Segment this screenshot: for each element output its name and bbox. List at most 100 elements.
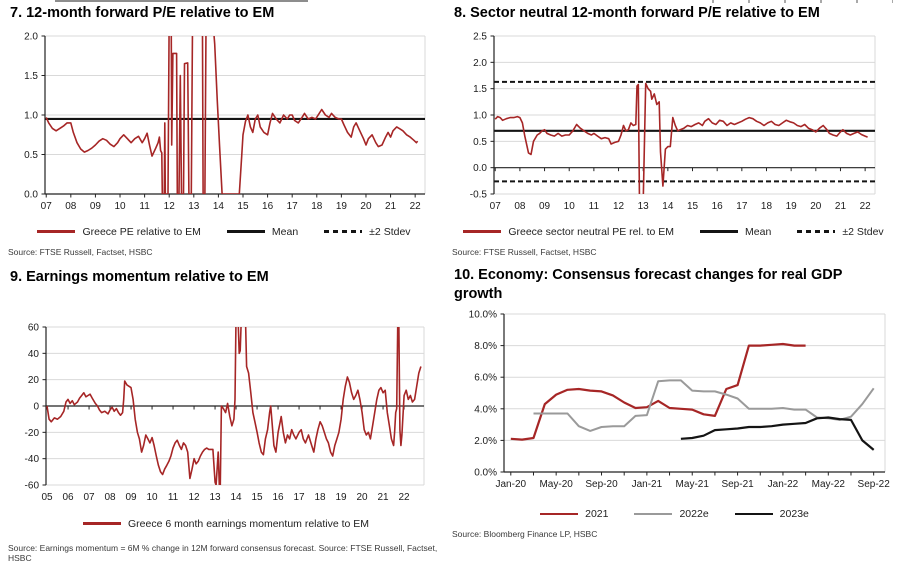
x-tick-label: May-20 — [539, 479, 573, 490]
x-tick-label: 22 — [860, 201, 872, 212]
y-tick-label: 1.0 — [473, 110, 487, 121]
x-tick-label: 22 — [410, 201, 422, 212]
x-tick-label: 21 — [385, 201, 397, 212]
series-line-greece-6-month-earnings-momentum-relative-to-em — [46, 326, 422, 485]
x-tick-label: 09 — [90, 201, 102, 212]
x-tick-label: 15 — [237, 201, 249, 212]
legend-label: Mean — [271, 225, 299, 238]
x-tick-label: 08 — [104, 492, 116, 503]
source-note: Source: FTSE Russell, Factset, HSBC — [452, 246, 597, 257]
earnings-momentum-chart-canvas: -60 -40 -20 0 20 40 60 05 06 07 08 09 10 11 12 13 14 15 16… — [25, 322, 425, 503]
x-tick-label: 17 — [736, 201, 748, 212]
x-tick-label: 18 — [314, 492, 326, 503]
y-tick-label: 2.5 — [473, 31, 487, 42]
x-tick-label: 08 — [514, 201, 526, 212]
legend-line-swatch — [540, 512, 579, 516]
x-tick-label: 11 — [168, 492, 179, 503]
y-tick-label: 2.0 — [473, 57, 487, 68]
legend-item: ±2 Stdev — [324, 225, 411, 238]
x-tick-label: 20 — [810, 201, 822, 212]
x-tick-label: 14 — [662, 201, 674, 212]
y-tick-label: 0.0 — [24, 189, 38, 200]
legend-item: 2023e — [734, 508, 809, 520]
x-tick-label: 20 — [360, 201, 372, 212]
x-tick-label: 09 — [125, 492, 137, 503]
legend-item: 2022e — [634, 508, 709, 520]
legend-item: ±2 Stdev — [797, 226, 884, 238]
chart-title: 9. Earnings momentum relative to EM — [10, 269, 269, 285]
y-tick-label: 2.0% — [474, 436, 497, 447]
chart-panel-sector-neutral-pe: 8. Sector neutral 12-month forward P/E r… — [452, 4, 895, 257]
x-tick-label: 21 — [835, 201, 847, 212]
gdp-forecast-chart-canvas: 0.0% 2.0% 4.0% 6.0% 8.0% 10.0% Jan-20 May-20 Sep… — [469, 310, 891, 491]
legend-line-swatch — [700, 230, 739, 233]
series-line-2021 — [510, 342, 806, 441]
x-tick-label: 07 — [41, 201, 53, 212]
legend-label: 2021 — [585, 508, 609, 521]
y-tick-label: 1.5 — [24, 71, 38, 82]
x-tick-label: 15 — [251, 492, 263, 503]
x-tick-label: 05 — [41, 492, 53, 503]
x-tick-label: 12 — [613, 201, 625, 212]
y-tick-label: -60 — [25, 480, 40, 491]
x-tick-label: 13 — [188, 201, 200, 212]
chart-legend: Greece sector neutral PE rel. to EM Mean ±… — [452, 226, 895, 238]
x-tick-label: May-22 — [812, 479, 846, 490]
legend-label: Greece 6 month earnings momentum relativ… — [127, 517, 370, 530]
x-tick-label: 09 — [539, 201, 551, 212]
cropped-content-artifact-line — [55, 0, 308, 2]
chart-title: 8. Sector neutral 12-month forward P/E r… — [454, 5, 820, 21]
cropped-content-artifact-ticks — [712, 0, 893, 3]
y-tick-label: 60 — [28, 322, 40, 333]
y-tick-label: 6.0% — [474, 373, 497, 384]
legend-item: Greece sector neutral PE rel. to EM — [463, 226, 674, 238]
x-tick-label: 16 — [712, 201, 724, 212]
chart-legend: 2021 2022e 2023e — [452, 508, 897, 520]
series-line-2023e — [680, 416, 875, 451]
x-tick-label: 12 — [188, 492, 200, 503]
legend-item: Greece 6 month earnings momentum relativ… — [82, 517, 370, 530]
source-note: Source: Earnings momentum = 6M % change … — [8, 542, 438, 563]
x-tick-label: 18 — [311, 201, 323, 212]
x-tick-label: 08 — [65, 201, 77, 212]
x-tick-label: 17 — [287, 201, 299, 212]
legend-dashed-line-swatch — [797, 230, 836, 233]
x-tick-label: 22 — [398, 492, 410, 503]
legend-item: Greece PE relative to EM — [37, 225, 201, 238]
legend-line-swatch — [37, 230, 76, 233]
x-tick-label: 13 — [638, 201, 650, 212]
series-line-2022e — [533, 379, 875, 432]
legend-label: Mean — [745, 225, 772, 238]
legend-label: Greece PE relative to EM — [82, 225, 201, 238]
chart-panel-pe-relative: 7. 12-month forward P/E relative to EM 0… — [8, 4, 440, 257]
y-tick-label: -40 — [25, 454, 40, 465]
sector-neutral-pe-chart-canvas: -0.5 0.0 0.5 1.0 1.5 2.0 2.5 07 08 09 10 11 12 13 14 15… — [470, 31, 876, 212]
x-tick-label: 13 — [209, 492, 221, 503]
x-tick-label: 11 — [589, 201, 600, 212]
y-tick-label: -20 — [25, 427, 40, 438]
chart-title: 7. 12-month forward P/E relative to EM — [10, 5, 275, 21]
x-tick-label: May-21 — [676, 479, 710, 490]
legend-label: ±2 Stdev — [369, 225, 411, 238]
x-tick-label: 21 — [377, 492, 389, 503]
x-tick-label: 11 — [139, 201, 150, 212]
chart-panel-gdp-forecast: 10. Economy: Consensus forecast changes … — [452, 266, 897, 539]
x-tick-label: 10 — [564, 201, 576, 212]
y-tick-label: 4.0% — [474, 404, 497, 415]
x-tick-label: Sep-22 — [858, 479, 891, 490]
y-tick-label: 8.0% — [474, 341, 497, 352]
legend-item: Mean — [700, 226, 771, 238]
y-tick-label: 1.0 — [24, 110, 38, 121]
chart-legend: Greece PE relative to EM Mean ±2 Stdev — [8, 226, 440, 238]
legend-item: Mean — [226, 225, 299, 238]
legend-line-swatch — [734, 512, 773, 516]
x-tick-label: 10 — [114, 201, 126, 212]
series-line-greece-sector-neutral-pe-rel-to-em — [494, 82, 868, 194]
y-tick-label: 2.0 — [24, 31, 38, 42]
x-tick-label: 19 — [335, 492, 347, 503]
pe-relative-chart-canvas: 0.0 0.5 1.0 1.5 2.0 07 08 09 10 11 12 13 14 15 16 17 18 1… — [24, 31, 426, 212]
y-tick-label: 0.5 — [24, 150, 38, 161]
x-tick-label: 16 — [262, 201, 274, 212]
chart-title: 10. Economy: Consensus forecast changes … — [454, 267, 843, 302]
chart-legend: Greece 6 month earnings momentum relativ… — [8, 518, 444, 530]
